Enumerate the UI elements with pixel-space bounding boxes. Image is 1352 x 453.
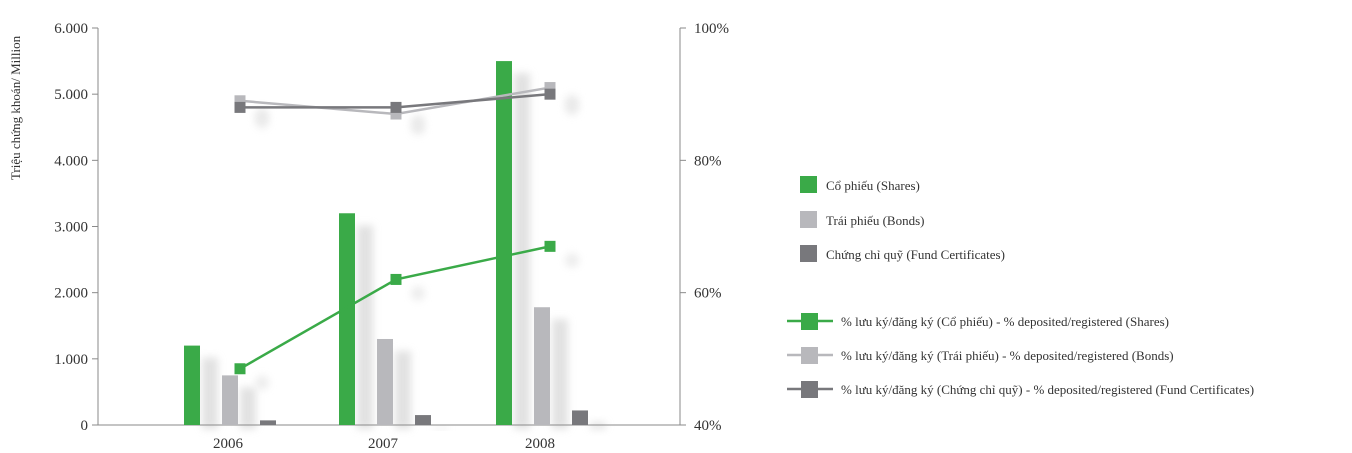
data-point: [544, 88, 556, 100]
bar: [572, 410, 588, 425]
bar: [377, 338, 393, 425]
data-point: [234, 95, 246, 107]
bar-shadow: [202, 357, 218, 429]
data-point: [234, 101, 246, 113]
left-tick-label: 1.000: [54, 352, 88, 368]
x-tick-label: 2007: [368, 436, 399, 452]
data-point: [234, 363, 246, 375]
legend-label: Trái phiếu (Bonds): [826, 213, 924, 228]
data-point: [390, 273, 402, 285]
bar-shadow: [357, 225, 373, 429]
left-tick-label: 6.000: [54, 21, 88, 37]
bar: [260, 420, 276, 425]
right-tick-label: 100%: [694, 21, 729, 37]
legend-label: Cổ phiếu (Shares): [826, 178, 920, 193]
left-tick-label: 4.000: [54, 153, 88, 169]
bar: [496, 61, 512, 425]
bar-shadow: [395, 350, 411, 429]
legend-label: % lưu ký/đăng ký (Trái phiếu) - % deposi…: [841, 348, 1174, 363]
right-tick-label: 60%: [694, 286, 722, 302]
legend: Cổ phiếu (Shares) Trái phiếu (Bonds) Chứng…: [787, 176, 1254, 398]
bar-shadow: [590, 422, 606, 429]
bar-shadow: [240, 387, 256, 429]
left-tick-labels: 0 1.000 2.000 3.000 4.000 5.000 6.000: [54, 21, 98, 434]
x-tick-label: 2006: [213, 436, 244, 452]
bars: [184, 61, 588, 425]
left-tick-label: 2.000: [54, 286, 88, 302]
right-tick-labels: 40% 60% 80% 100%: [680, 21, 729, 434]
legend-label: Chứng chỉ quỹ (Fund Certificates): [826, 247, 1005, 262]
legend-label: % lưu ký/đăng ký (Cổ phiếu) - % deposite…: [841, 314, 1169, 329]
x-tick-labels: 2006 2007 2008: [213, 436, 555, 452]
bar-shadow: [514, 73, 530, 429]
right-tick-label: 80%: [694, 153, 722, 169]
data-point: [390, 101, 402, 113]
left-tick-label: 3.000: [54, 220, 88, 236]
bar-shadow: [552, 319, 568, 429]
left-tick-label: 0: [81, 418, 89, 434]
lines: [234, 82, 556, 375]
legend-marker: [801, 313, 818, 330]
point-shadow: [255, 114, 269, 129]
point-shadow: [411, 286, 425, 301]
legend-swatch: [800, 211, 817, 228]
bar-shadow: [433, 427, 449, 429]
legend-swatch: [800, 245, 817, 262]
right-tick-label: 40%: [694, 418, 722, 434]
y-axis-title: Triệu chứng khoán/ Million: [8, 35, 23, 180]
x-tick-label: 2008: [525, 436, 555, 452]
point-shadow: [565, 101, 579, 116]
bar: [222, 375, 238, 425]
bar: [339, 213, 355, 425]
bar: [415, 415, 431, 425]
point-shadow: [411, 114, 425, 129]
data-point: [544, 240, 556, 252]
left-tick-label: 5.000: [54, 87, 88, 103]
data-point: [390, 108, 402, 120]
bar-shadows: [202, 73, 606, 429]
legend-swatch: [800, 176, 817, 193]
point-shadow: [255, 375, 269, 390]
point-shadow: [565, 253, 579, 268]
legend-marker: [801, 381, 818, 398]
bar: [184, 345, 200, 425]
data-point: [544, 82, 556, 94]
legend-marker: [801, 347, 818, 364]
bar: [534, 307, 550, 425]
legend-label: % lưu ký/đăng ký (Chứng chỉ quỹ) - % dep…: [841, 382, 1254, 397]
